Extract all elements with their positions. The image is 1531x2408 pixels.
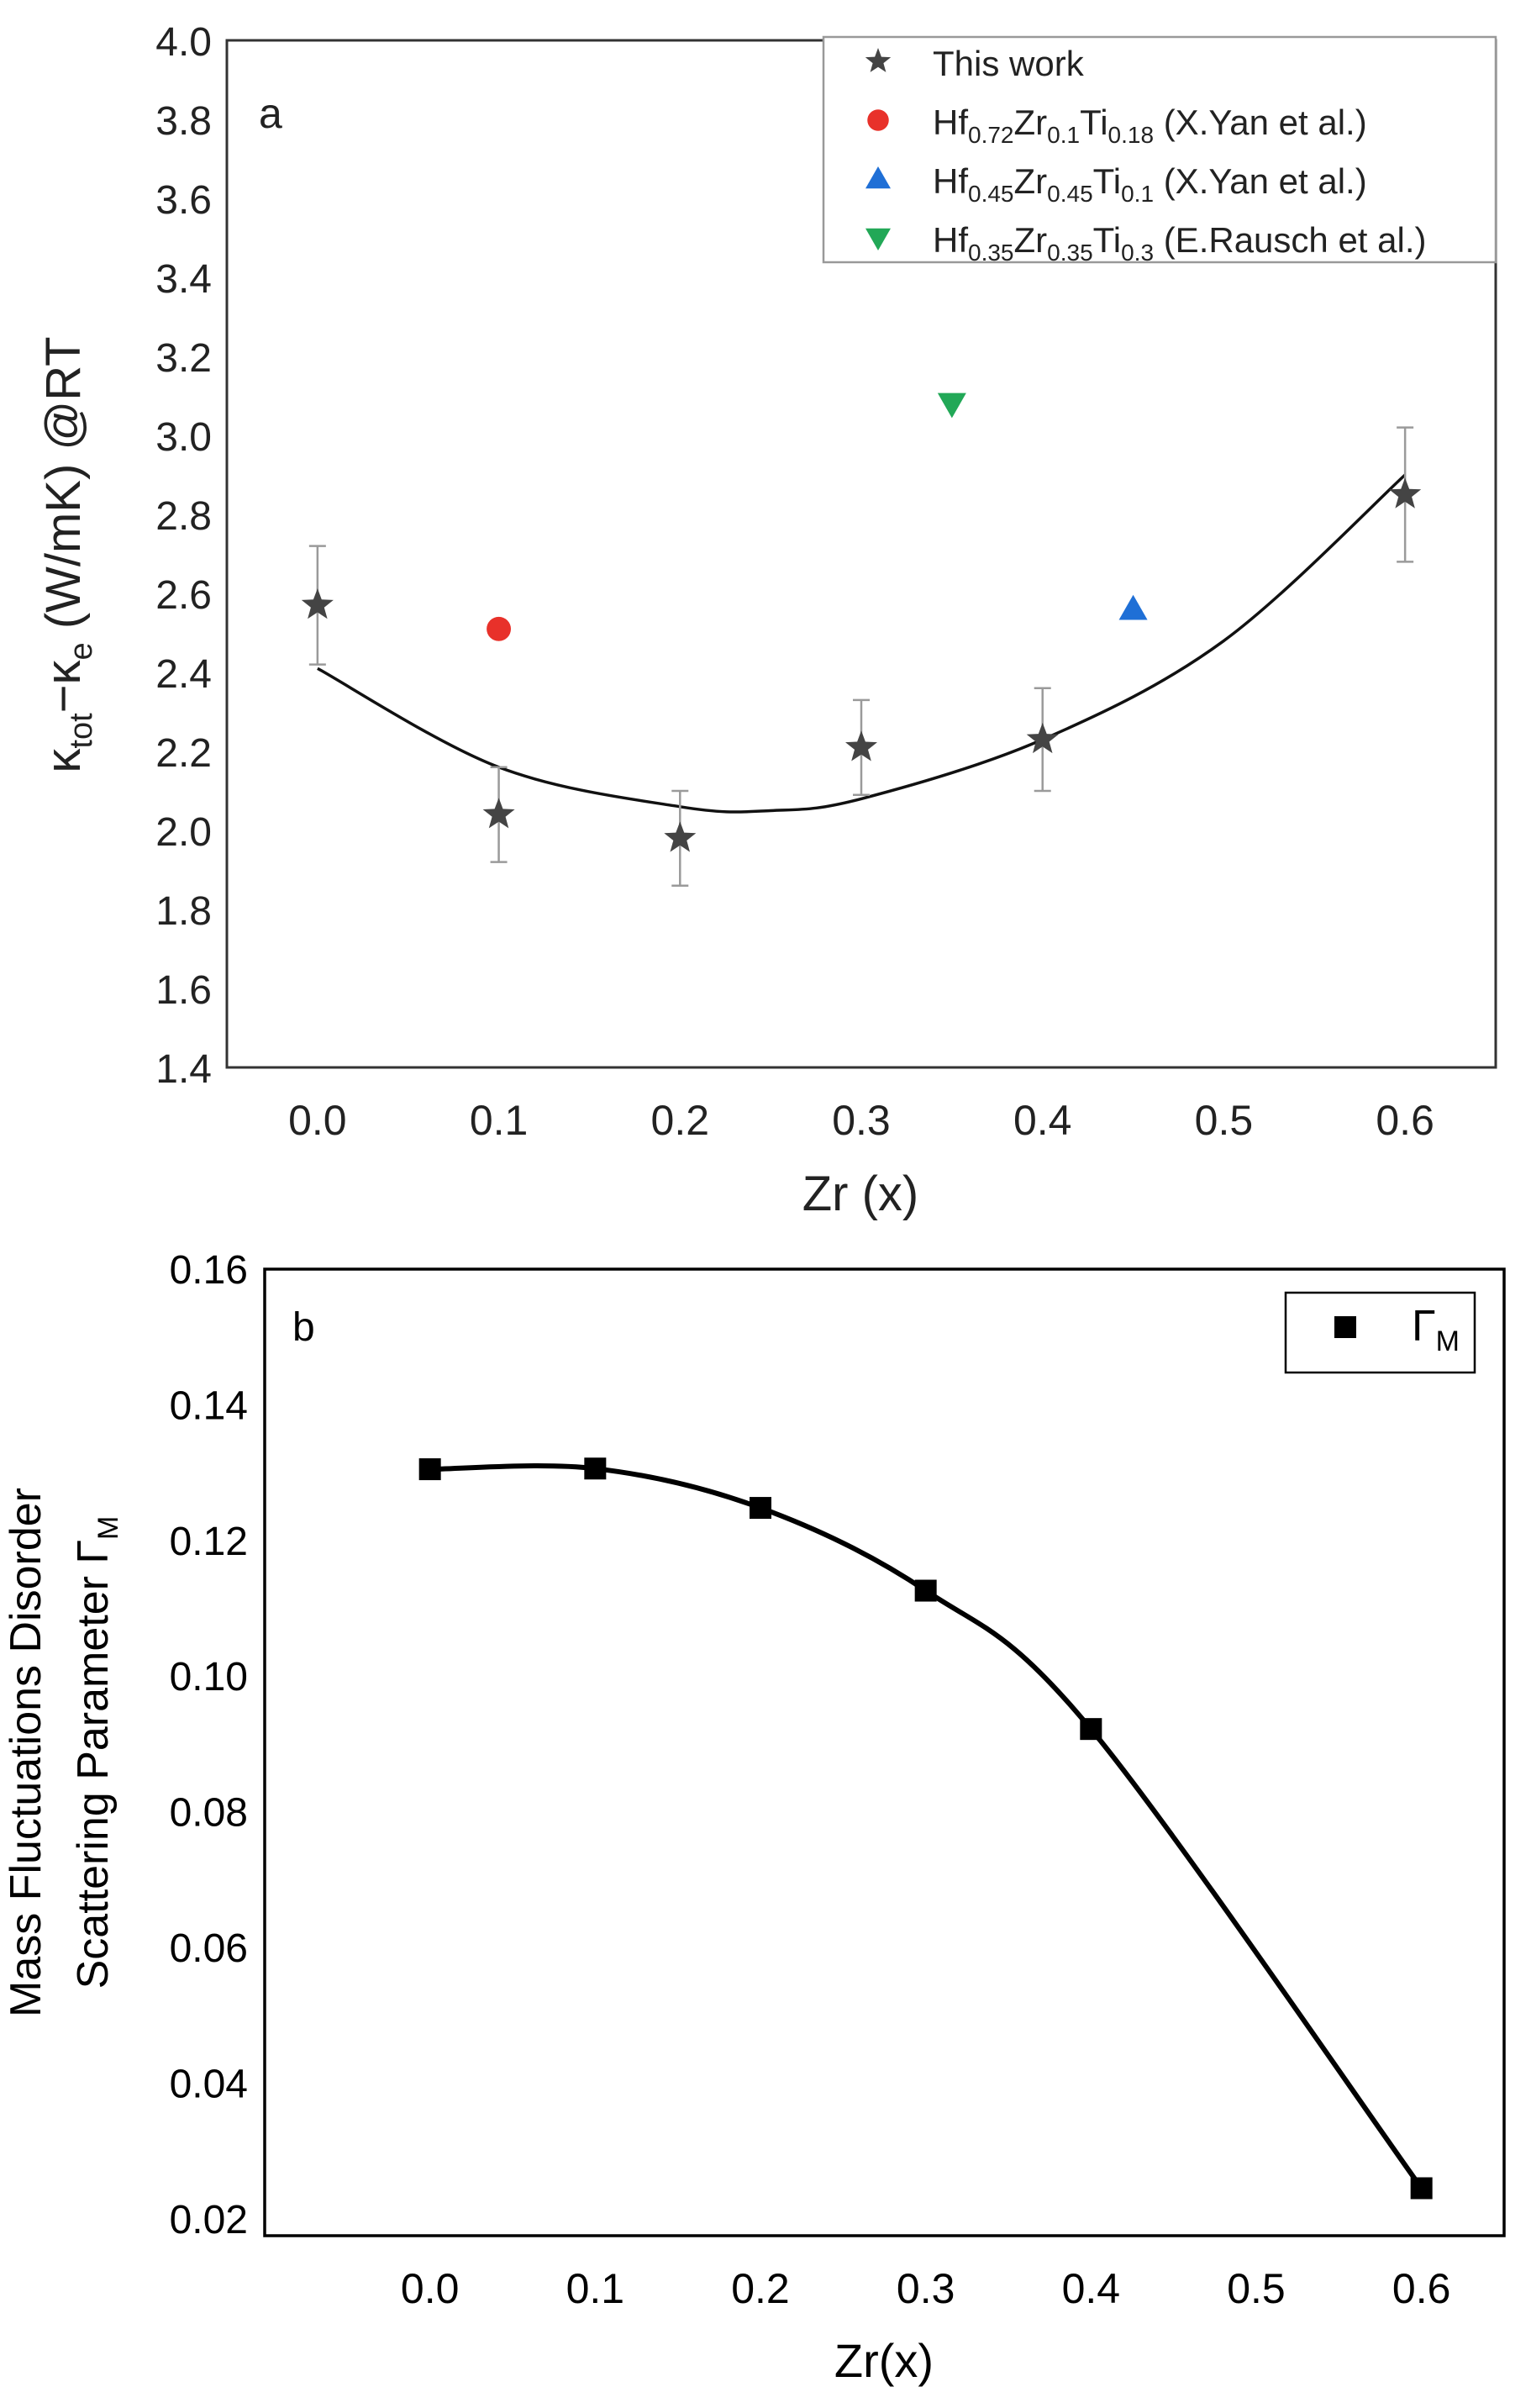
panel-b-y-axis-label-line2: Scattering Parameter ΓM (69, 1516, 124, 1989)
panel-a-y-tick-label: 3.0 (155, 415, 212, 460)
panel-b-x-tick-label: 0.5 (1227, 2265, 1286, 2312)
panel-a-legend-marker (865, 228, 891, 250)
panel-b-y-ticks: 0.02 0.04 0.06 0.08 0.10 0.12 0.14 0.16 (170, 1248, 248, 2242)
panel-b-y-tick-label: 0.08 (170, 1791, 248, 1836)
panel-b-y-tick-label: 0.06 (170, 1926, 248, 1971)
panel-a-legend-marker (865, 166, 891, 189)
panel-a-point-star (1389, 477, 1422, 508)
panel-a-y-tick-label: 1.6 (155, 968, 212, 1013)
panel-b-chart: 0.020.040.060.080.100.120.140.16 0.0 0.1 0… (2, 1248, 1506, 2387)
panel-a-x-axis-label: Zr (x) (802, 1167, 919, 1221)
panel-a-y-ticks: 1.4 1.6 1.8 2.0 2.2 2.4 2.6 2.8 3.0 3.2 3.4 3.6 3.8 4… (155, 20, 212, 1092)
panel-a-point-star (482, 798, 515, 829)
panel-a-chart: 1.4 1.6 1.8 2.0 2.2 2.4 2.6 2.8 3.0 3.2 3.4 3.6 3.8 4… (36, 20, 1497, 1221)
panel-a-x-ticks: 0.0 0.1 0.2 0.3 0.4 0.5 0.6 (288, 1097, 1434, 1144)
panel-b-y-axis-label-line1: Mass Fluctuations Disorder (2, 1488, 50, 2017)
panel-b-point-square (584, 1457, 607, 1480)
panel-a-label: a (259, 90, 282, 137)
panel-a-point-circle (487, 616, 512, 641)
panel-b-x-tick-label: 0.3 (897, 2265, 955, 2312)
panel-b-point-square (1080, 1718, 1102, 1741)
panel-b-x-tick-label: 0.4 (1062, 2265, 1121, 2312)
panel-b-legend-box (1284, 1291, 1476, 1374)
panel-b-legend-text: ΓM (1412, 1302, 1460, 1357)
panel-b-legend-marker (1334, 1316, 1356, 1338)
panel-a-legend-marker (867, 109, 889, 131)
panel-a-legend-box (822, 35, 1497, 264)
panel-b-x-ticks: 0.0 0.1 0.2 0.3 0.4 0.5 0.6 (401, 2265, 1451, 2312)
panel-a-legend: This work Hf0.72Zr0.1Ti0.18 (X.Yan et al.… (822, 35, 1497, 266)
panel-a-y-tick-label: 2.6 (155, 573, 212, 618)
panel-a-point-star (1026, 722, 1059, 754)
panel-a-point-triangle-down (937, 393, 966, 419)
panel-b-y-tick-label: 0.04 (170, 2062, 248, 2106)
panel-b-point-square (750, 1497, 771, 1520)
panel-a-x-tick-label: 0.6 (1376, 1097, 1434, 1144)
panel-b-points (418, 1457, 1433, 2200)
panel-a-y-tick-label: 2.2 (155, 731, 212, 776)
panel-a-y-tick-label: 3.4 (155, 257, 212, 302)
panel-b-x-tick-label: 0.1 (566, 2265, 625, 2312)
panel-a-x-tick-label: 0.0 (288, 1097, 347, 1144)
panel-b-point-square (914, 1579, 937, 1602)
panel-a-y-tick-label: 2.8 (155, 494, 212, 539)
panel-b-y-tick-label: 0.14 (170, 1383, 248, 1428)
panel-b-x-tick-label: 0.6 (1392, 2265, 1451, 2312)
panel-a-y-tick-label: 4.0 (155, 20, 212, 65)
panel-a-x-tick-label: 0.3 (832, 1097, 891, 1144)
panel-a-legend-entry: Hf0.35Zr0.35Ti0.3 (E.Rausch et al.) (933, 220, 1427, 266)
panel-b-series-line (429, 1463, 1424, 2190)
panel-b-x-axis-label: Zr(x) (834, 2334, 934, 2387)
panel-a-y-tick-label: 2.4 (155, 652, 212, 697)
panel-a-y-axis-label: κtot−κe (W/mK) @RT (36, 336, 99, 772)
panel-a-x-tick-label: 0.1 (470, 1097, 529, 1144)
panel-a-legend-entry: This work (933, 44, 1085, 83)
panel-a-point-star (845, 730, 877, 761)
panel-b-y-axis-label: Mass Fluctuations Disorder Scattering Pa… (2, 1488, 124, 2017)
panel-b-legend: ΓM (1284, 1291, 1476, 1374)
panel-b-x-tick-label: 0.2 (731, 2265, 790, 2312)
panel-a-legend-entry: Hf0.45Zr0.45Ti0.1 (X.Yan et al.) (933, 161, 1367, 207)
panel-a-legend-entry: Hf0.72Zr0.1Ti0.18 (X.Yan et al.) (933, 103, 1367, 148)
panel-a-y-tick-label: 1.8 (155, 889, 212, 934)
panel-a-x-tick-label: 0.2 (651, 1097, 710, 1144)
panel-a-y-tick-label: 1.4 (155, 1047, 212, 1092)
panel-a-y-tick-label: 3.8 (155, 99, 212, 144)
panel-a-point-triangle-up (1118, 594, 1148, 620)
panel-b-y-tick-label: 0.10 (170, 1655, 248, 1699)
panel-b-point-square (418, 1458, 441, 1481)
panel-a-legend-marker (865, 48, 892, 72)
panel-a-point-star (301, 588, 334, 619)
panel-b-y-tick-label: 0.12 (170, 1520, 248, 1564)
panel-b-point-square (1410, 2177, 1433, 2200)
panel-a-fit-curve (317, 473, 1407, 814)
panel-b-label: b (292, 1305, 315, 1350)
panel-a-x-tick-label: 0.5 (1195, 1097, 1254, 1144)
panel-a-point-star (664, 821, 697, 852)
panel-a-y-tick-label: 2.0 (155, 810, 212, 855)
panel-a-points (301, 393, 1422, 888)
panel-b-x-tick-label: 0.0 (401, 2265, 460, 2312)
panel-a-y-tick-label: 3.2 (155, 336, 212, 381)
panel-b-y-tick-label: 0.02 (170, 2198, 248, 2242)
panel-a-y-tick-label: 3.6 (155, 178, 212, 223)
panel-a-x-tick-label: 0.4 (1013, 1097, 1072, 1144)
panel-b-plot-frame (263, 1267, 1506, 2237)
panel-b-y-tick-label: 0.16 (170, 1248, 248, 1293)
